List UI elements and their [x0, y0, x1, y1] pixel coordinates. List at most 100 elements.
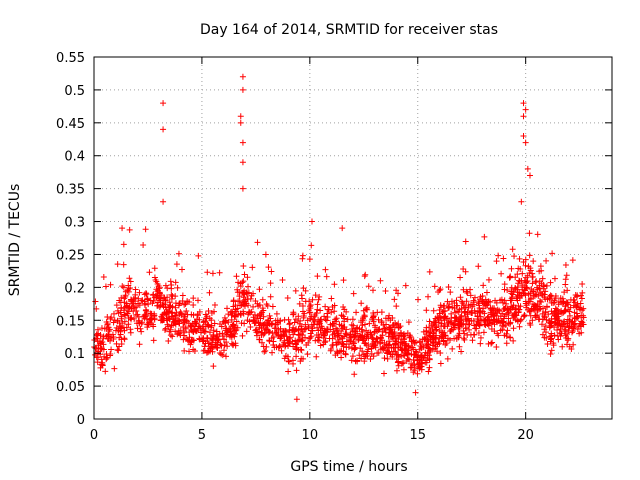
- data-point: [301, 326, 308, 333]
- data-point: [419, 340, 426, 347]
- data-point: [551, 332, 558, 339]
- data-point: [464, 308, 471, 315]
- data-point: [321, 313, 328, 320]
- data-point: [480, 329, 487, 336]
- data-point: [115, 347, 122, 354]
- data-point: [553, 313, 560, 320]
- data-point: [183, 308, 190, 315]
- data-point: [501, 281, 508, 288]
- data-point: [307, 334, 314, 341]
- data-point: [311, 318, 318, 325]
- data-point: [500, 315, 507, 322]
- data-point: [246, 318, 253, 325]
- data-point: [577, 300, 584, 307]
- data-point: [286, 320, 293, 327]
- data-point: [403, 342, 410, 349]
- data-point: [551, 297, 558, 304]
- data-point: [132, 291, 139, 298]
- data-point: [331, 320, 338, 327]
- data-point: [290, 343, 297, 350]
- data-point: [404, 330, 411, 337]
- data-point: [192, 326, 199, 333]
- data-point: [485, 322, 492, 329]
- y-tick-label: 0.05: [56, 380, 85, 395]
- data-point: [219, 333, 226, 340]
- data-point: [395, 341, 402, 348]
- data-point: [233, 318, 240, 325]
- data-point: [324, 310, 331, 317]
- data-point: [381, 355, 388, 362]
- data-point: [362, 306, 369, 313]
- data-point: [121, 336, 128, 343]
- data-point: [330, 328, 337, 335]
- data-point: [186, 329, 193, 336]
- data-point: [564, 337, 571, 344]
- data-point: [150, 291, 157, 298]
- data-point: [312, 292, 319, 299]
- data-point: [575, 323, 582, 330]
- y-tick-label: 0.1: [64, 347, 85, 362]
- data-point: [180, 324, 187, 331]
- data-point: [281, 316, 288, 323]
- data-point: [370, 287, 377, 294]
- data-point: [265, 329, 272, 336]
- data-point: [564, 287, 571, 294]
- data-point: [100, 274, 107, 281]
- data-point: [98, 345, 105, 352]
- data-point: [404, 355, 411, 362]
- data-point: [462, 238, 469, 245]
- data-point: [457, 317, 464, 324]
- data-point: [293, 353, 300, 360]
- data-point: [174, 316, 181, 323]
- data-point: [554, 327, 561, 334]
- data-point: [282, 353, 289, 360]
- data-point: [436, 328, 443, 335]
- data-point: [493, 299, 500, 306]
- data-point: [370, 353, 377, 360]
- data-point: [166, 304, 173, 311]
- data-point: [456, 343, 463, 350]
- data-point: [165, 323, 172, 330]
- data-point: [503, 300, 510, 307]
- x-axis-label: GPS time / hours: [290, 459, 407, 475]
- data-point: [147, 297, 154, 304]
- data-point: [344, 316, 351, 323]
- data-point: [579, 280, 586, 287]
- data-point: [398, 353, 405, 360]
- data-point: [99, 362, 106, 369]
- data-point: [126, 305, 133, 312]
- data-point: [367, 331, 374, 338]
- data-point: [251, 318, 258, 325]
- data-point: [118, 294, 125, 301]
- data-point: [350, 340, 357, 347]
- data-point: [547, 350, 554, 357]
- data-point: [426, 356, 433, 363]
- data-point: [542, 296, 549, 303]
- data-point: [558, 320, 565, 327]
- data-point: [333, 348, 340, 355]
- data-point: [195, 252, 202, 259]
- data-point: [302, 298, 309, 305]
- data-point: [350, 290, 357, 297]
- data-point: [539, 275, 546, 282]
- data-point: [464, 332, 471, 339]
- data-point: [408, 360, 415, 367]
- data-point: [499, 299, 506, 306]
- y-tick-label: 0.35: [56, 183, 85, 198]
- data-point: [509, 291, 516, 298]
- data-point: [504, 305, 511, 312]
- data-point: [335, 338, 342, 345]
- data-point: [211, 320, 218, 327]
- data-point: [165, 337, 172, 344]
- data-point: [351, 371, 358, 378]
- data-point: [539, 331, 546, 338]
- data-point: [425, 345, 432, 352]
- data-point: [230, 298, 237, 305]
- data-point: [525, 298, 532, 305]
- data-point: [240, 278, 247, 285]
- data-point: [328, 295, 335, 302]
- data-point: [313, 353, 320, 360]
- data-point: [230, 330, 237, 337]
- data-point: [506, 274, 513, 281]
